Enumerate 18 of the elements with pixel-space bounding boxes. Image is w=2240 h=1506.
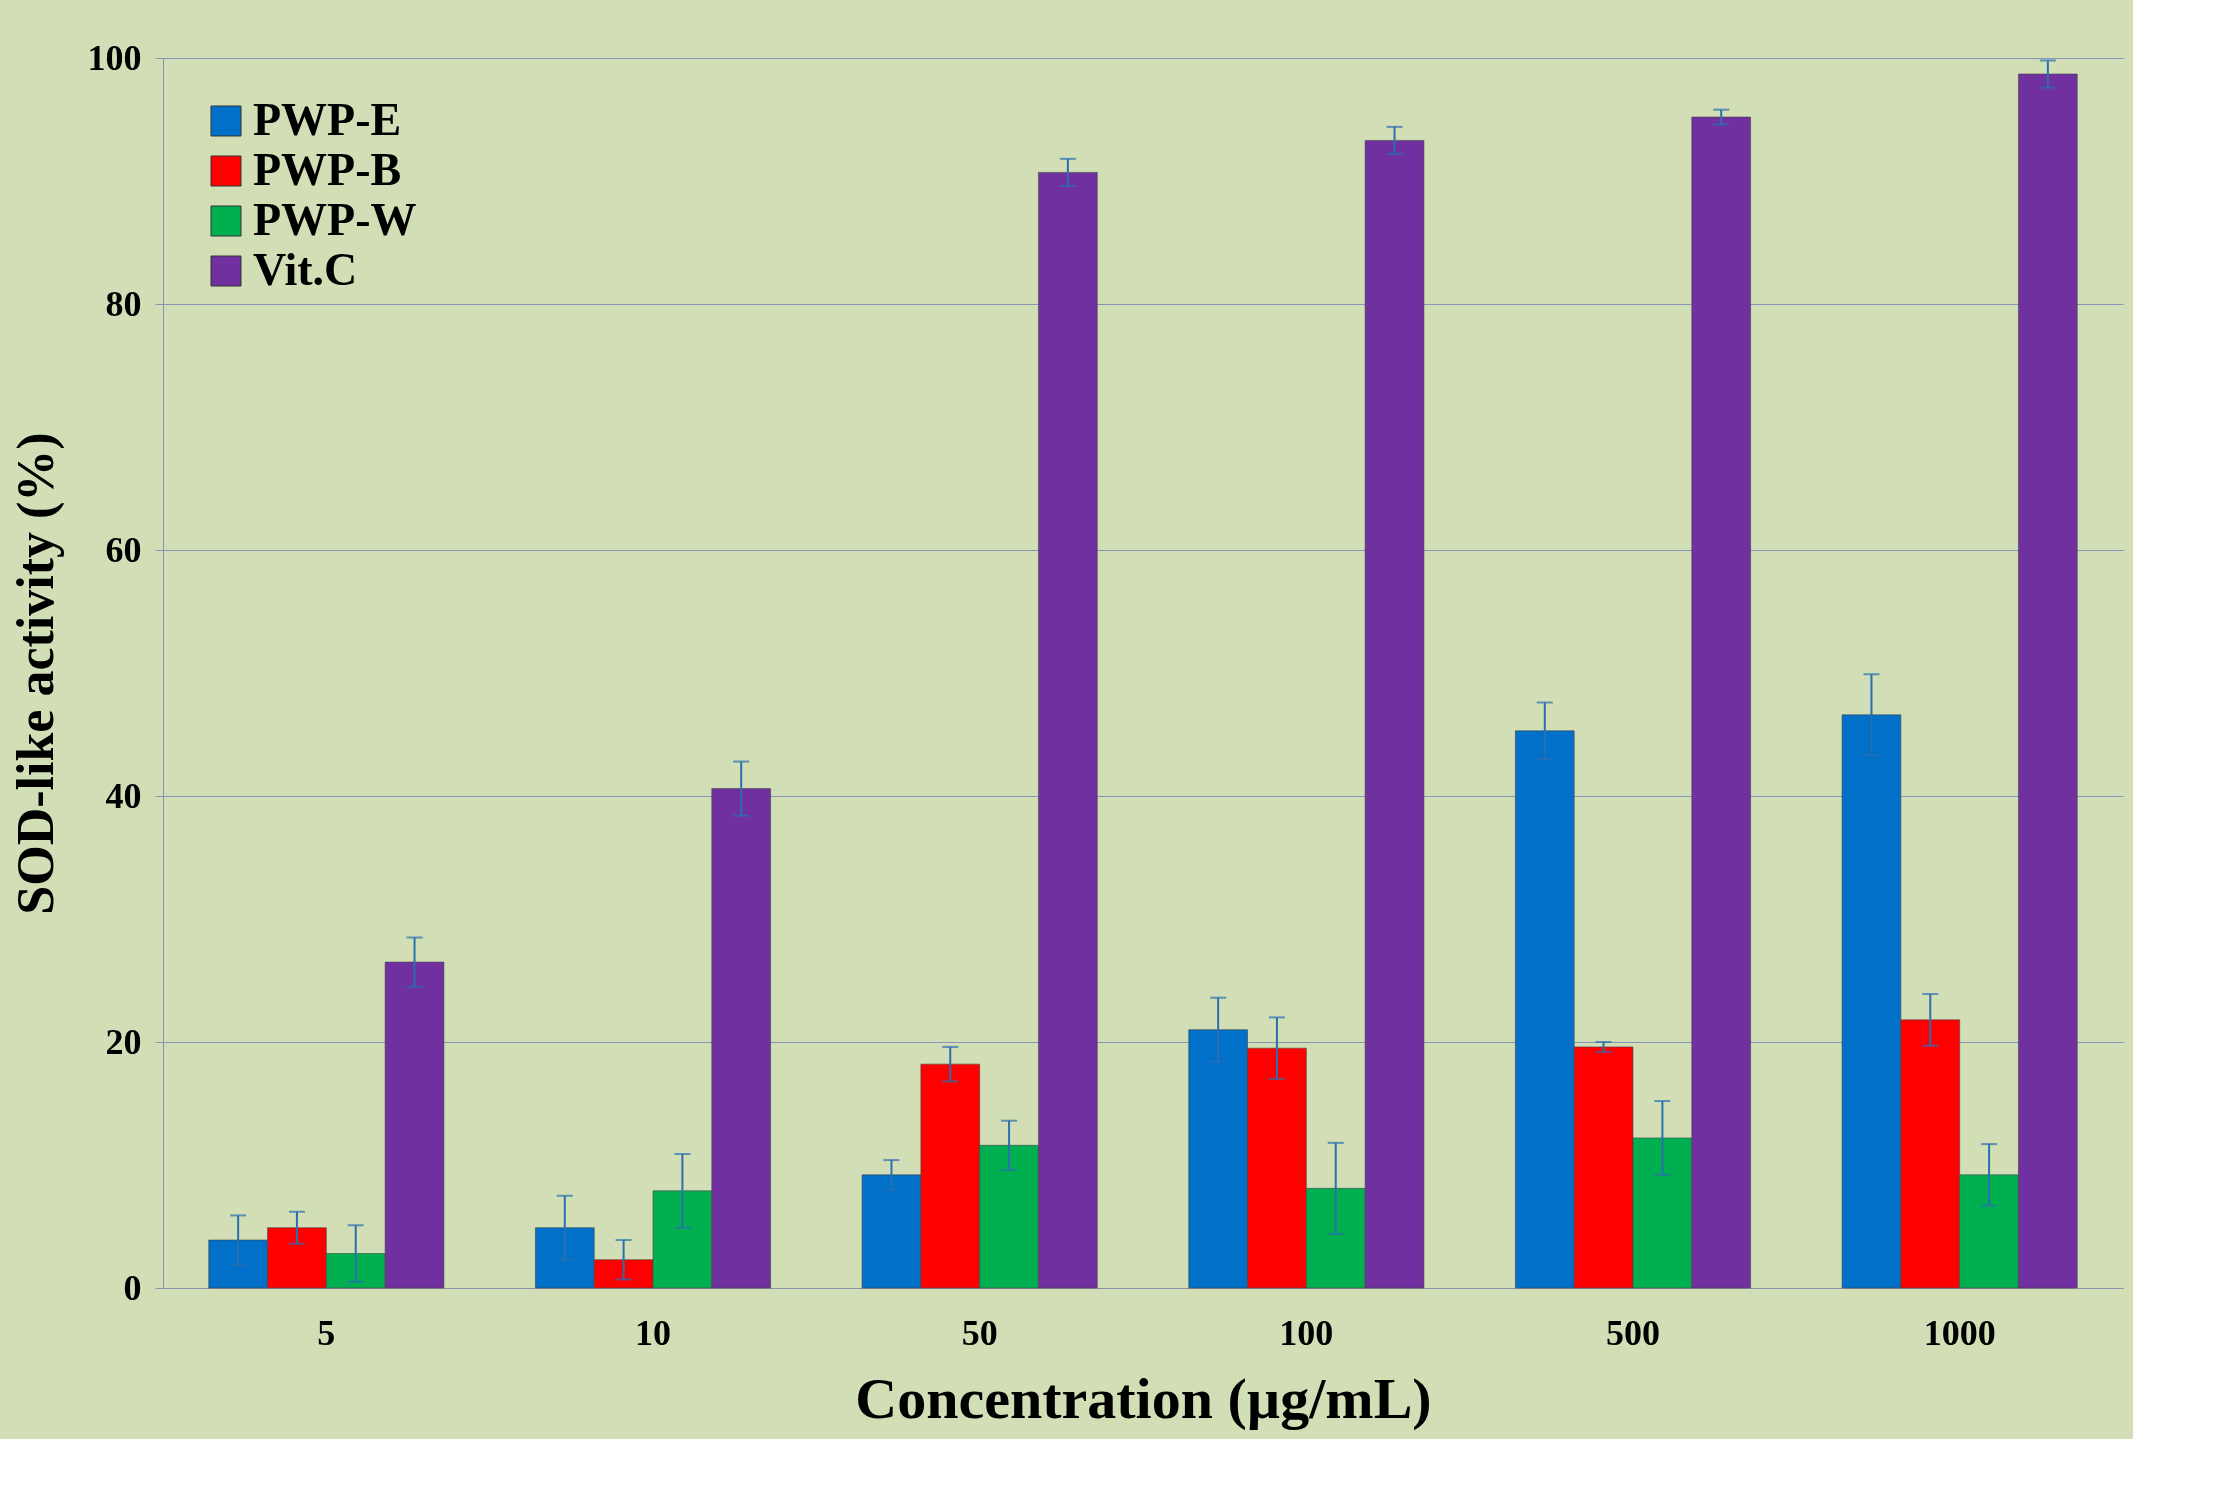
legend-label: PWP-B	[253, 144, 402, 195]
y-tick-label: 40	[105, 775, 142, 816]
x-tick-label: 50	[961, 1312, 998, 1353]
legend-label: PWP-E	[253, 94, 402, 145]
y-tick-label: 80	[105, 283, 142, 324]
x-tick-label: 100	[1279, 1312, 1334, 1353]
y-tick-label: 20	[105, 1021, 142, 1062]
y-tick-label: 0	[123, 1267, 142, 1308]
x-tick-label: 10	[635, 1312, 671, 1353]
x-tick-label: 5	[317, 1312, 336, 1353]
x-axis-title: Concentration (µg/mL)	[855, 1365, 1432, 1431]
x-tick-label: 1000	[1923, 1312, 1996, 1353]
y-tick-label: 100	[87, 37, 142, 78]
x-tick-label: 500	[1606, 1312, 1660, 1353]
y-axis-title: SOD-like activity (%)	[6, 432, 65, 915]
legend-label: Vit.C	[253, 244, 358, 295]
y-tick-label: 60	[105, 529, 142, 570]
legend-label: PWP-W	[253, 194, 417, 245]
